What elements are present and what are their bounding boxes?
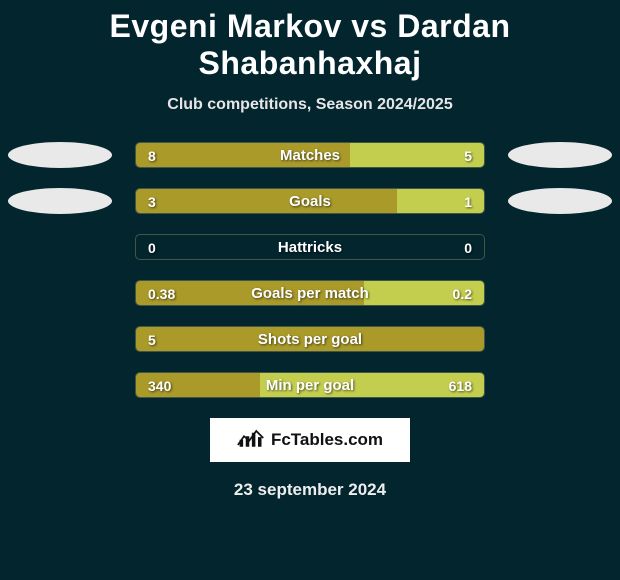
stat-bar: Hattricks0 0 xyxy=(135,234,485,260)
page-title: Evgeni Markov vs Dardan Shabanhaxhaj xyxy=(0,0,620,82)
stat-bar: Matches85 xyxy=(135,142,485,168)
logo-box: FcTables.com xyxy=(210,418,410,462)
stat-bar-left xyxy=(136,327,484,351)
stat-bar-left xyxy=(136,143,350,167)
player-marker-left xyxy=(8,142,112,168)
stat-bar-left xyxy=(136,281,364,305)
stat-bar: Goals31 xyxy=(135,188,485,214)
logo-text: FcTables.com xyxy=(271,430,383,450)
stat-row: Shots per goal5 xyxy=(0,326,620,352)
stat-bar-right xyxy=(350,143,484,167)
player-marker-left xyxy=(8,188,112,214)
stat-bar: Shots per goal5 xyxy=(135,326,485,352)
stat-row: Goals31 xyxy=(0,188,620,214)
stat-bar: Min per goal340618 xyxy=(135,372,485,398)
player-marker-right xyxy=(508,142,612,168)
stat-bar: Goals per match0.380.2 xyxy=(135,280,485,306)
stat-value-right: 0 xyxy=(464,235,472,260)
stat-bar-left xyxy=(136,189,397,213)
stat-label: Hattricks xyxy=(136,235,484,260)
stat-bar-right xyxy=(397,189,484,213)
stat-bar-right xyxy=(364,281,484,305)
subtitle: Club competitions, Season 2024/2025 xyxy=(0,96,620,114)
stat-row: Hattricks0 0 xyxy=(0,234,620,260)
stat-row: Goals per match0.380.2 xyxy=(0,280,620,306)
comparison-chart: Matches85 Goals31 Hattricks0 0 Goals per mat… xyxy=(0,142,620,398)
player-marker-right xyxy=(508,188,612,214)
date-text: 23 september 2024 xyxy=(0,480,620,500)
stat-value-left: 0 xyxy=(148,235,156,260)
stat-bar-right xyxy=(260,373,484,397)
chart-icon xyxy=(237,427,265,454)
stat-row: Matches85 xyxy=(0,142,620,168)
stat-row: Min per goal340618 xyxy=(0,372,620,398)
stat-bar-left xyxy=(136,373,260,397)
